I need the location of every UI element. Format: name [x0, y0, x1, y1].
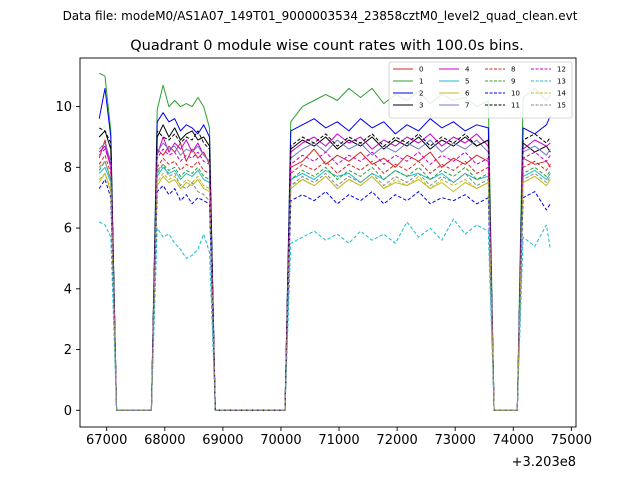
legend-label-13: 13 [557, 78, 566, 86]
legend-label-4: 4 [465, 66, 470, 74]
x-tick-label: 68000 [144, 433, 185, 448]
legend-label-12: 12 [557, 66, 566, 74]
legend-label-6: 6 [465, 90, 470, 98]
legend-label-15: 15 [557, 102, 566, 110]
chart-title: Quadrant 0 module wise count rates with … [130, 38, 524, 54]
y-tick-label: 4 [64, 282, 72, 297]
series-line-0 [98, 139, 551, 411]
legend-label-14: 14 [557, 90, 566, 98]
series-layer [98, 72, 551, 411]
legend-label-10: 10 [511, 90, 520, 98]
y-tick-label: 6 [64, 222, 72, 237]
y-axis: 0 2 4 6 8 10 [55, 100, 80, 419]
series-line-6 [98, 172, 551, 411]
legend-label-0: 0 [419, 66, 423, 74]
legend-label-8: 8 [511, 66, 515, 74]
series-line-5 [98, 166, 551, 411]
legend-label-5: 5 [465, 78, 469, 86]
x-tick-label: 72000 [376, 433, 417, 448]
series-line-11 [98, 127, 551, 411]
series-line-14 [98, 172, 551, 411]
x-tick-label: 70000 [260, 433, 301, 448]
x-tick-label: 74000 [493, 433, 534, 448]
x-tick-label: 71000 [318, 433, 359, 448]
legend-label-2: 2 [419, 90, 423, 98]
x-tick-label: 73000 [435, 433, 476, 448]
y-tick-label: 0 [64, 404, 72, 419]
legend-label-11: 11 [511, 102, 520, 110]
series-line-1 [98, 72, 551, 411]
series-line-15 [98, 160, 551, 411]
plot-frame [79, 57, 577, 428]
x-tick-label: 67000 [86, 433, 127, 448]
x-tick-label: 75000 [551, 433, 592, 448]
legend-label-9: 9 [511, 78, 515, 86]
series-line-10 [98, 179, 551, 411]
y-tick-label: 10 [55, 100, 72, 115]
legend-label-1: 1 [419, 78, 423, 86]
x-tick-label: 69000 [202, 433, 243, 448]
series-line-12 [98, 148, 551, 411]
x-offset-label: +3.203e8 [512, 455, 576, 470]
y-tick-label: 8 [64, 161, 72, 176]
legend-box [388, 61, 573, 119]
y-tick-label: 2 [64, 343, 72, 358]
x-axis: 67000 68000 69000 70000 71000 72000 73000 74000… [86, 427, 592, 448]
series-line-13 [98, 218, 551, 411]
series-line-8 [98, 154, 551, 411]
series-line-2 [98, 87, 551, 411]
series-line-9 [98, 160, 551, 411]
data-file-suptitle: Data file: modeM0/AS1A07_149T01_90000035… [63, 9, 578, 23]
legend-label-7: 7 [465, 102, 469, 110]
series-line-4 [98, 133, 551, 411]
legend-label-3: 3 [419, 102, 423, 110]
